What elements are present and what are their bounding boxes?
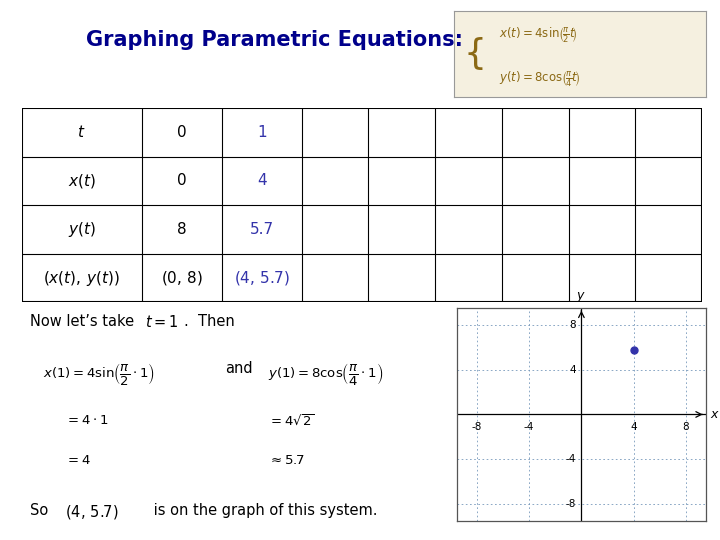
Text: $(4,\,5.7)$: $(4,\,5.7)$ (234, 269, 289, 287)
Text: $t$: $t$ (78, 124, 86, 140)
Text: 5.7: 5.7 (250, 222, 274, 237)
Text: 1: 1 (257, 125, 266, 140)
Text: $x(t)$: $x(t)$ (68, 172, 96, 190)
Text: .  Then: . Then (184, 314, 234, 329)
Text: $x(1)=4\sin\!\left(\dfrac{\pi}{2}\cdot 1\right)$: $x(1)=4\sin\!\left(\dfrac{\pi}{2}\cdot 1… (43, 361, 155, 387)
Text: 8: 8 (683, 422, 689, 433)
Text: $x(t)=4\sin\!\left(\!\frac{\pi}{2}t\!\right)$: $x(t)=4\sin\!\left(\!\frac{\pi}{2}t\!\ri… (499, 25, 577, 44)
Text: $y(1)=8\cos\!\left(\dfrac{\pi}{4}\cdot 1\right)$: $y(1)=8\cos\!\left(\dfrac{\pi}{4}\cdot 1… (268, 361, 383, 387)
Text: $=4$: $=4$ (65, 454, 91, 467)
Text: $t=1$: $t=1$ (145, 314, 179, 330)
Text: {: { (464, 37, 487, 71)
Text: 0: 0 (177, 125, 186, 140)
Text: -8: -8 (472, 422, 482, 433)
Text: 4: 4 (257, 173, 266, 188)
Text: 4: 4 (631, 422, 637, 433)
Text: $y(t)$: $y(t)$ (68, 220, 96, 239)
Text: Graphing Parametric Equations:: Graphing Parametric Equations: (86, 30, 464, 50)
Text: $(x(t),\,y(t))$: $(x(t),\,y(t))$ (43, 268, 120, 288)
Text: -8: -8 (566, 500, 576, 509)
Text: So: So (30, 503, 53, 518)
Text: $\approx 5.7$: $\approx 5.7$ (268, 454, 305, 467)
Text: $(4,\,5.7)$: $(4,\,5.7)$ (65, 503, 118, 521)
Text: and: and (225, 361, 252, 376)
Text: 8: 8 (570, 320, 576, 329)
Text: 0: 0 (177, 173, 186, 188)
Text: $x$: $x$ (709, 408, 719, 421)
Text: $y$: $y$ (577, 291, 586, 305)
Text: -4: -4 (524, 422, 534, 433)
Text: $y(t)=8\cos\!\left(\!\frac{\pi}{4}t\!\right)$: $y(t)=8\cos\!\left(\!\frac{\pi}{4}t\!\ri… (499, 69, 580, 87)
Text: $=4\cdot 1$: $=4\cdot 1$ (65, 414, 108, 427)
Text: 8: 8 (177, 222, 186, 237)
Text: $=4\sqrt{2}$: $=4\sqrt{2}$ (268, 414, 315, 429)
Text: Now let’s take: Now let’s take (30, 314, 139, 329)
Text: is on the graph of this system.: is on the graph of this system. (149, 503, 377, 518)
Text: -4: -4 (566, 454, 576, 464)
Text: 4: 4 (570, 364, 576, 375)
Text: $(0,\,8)$: $(0,\,8)$ (161, 269, 203, 287)
